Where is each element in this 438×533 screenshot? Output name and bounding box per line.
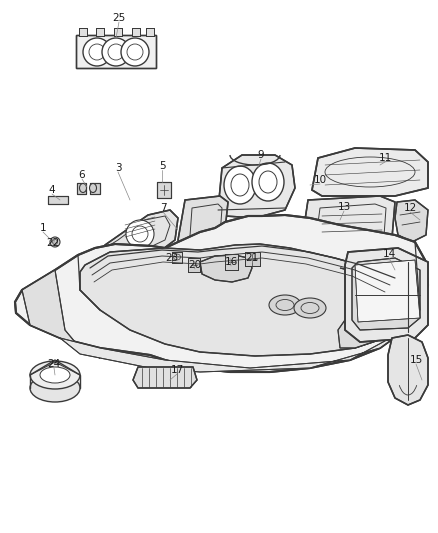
Text: 17: 17 xyxy=(170,365,184,375)
Text: 10: 10 xyxy=(314,175,327,185)
Polygon shape xyxy=(388,335,428,405)
Text: 12: 12 xyxy=(403,203,417,213)
Text: 15: 15 xyxy=(410,355,423,365)
Polygon shape xyxy=(114,28,122,36)
Polygon shape xyxy=(225,254,238,270)
Text: 21: 21 xyxy=(245,253,258,263)
Circle shape xyxy=(50,237,60,247)
Text: 4: 4 xyxy=(49,185,55,195)
Text: 13: 13 xyxy=(337,202,351,212)
Polygon shape xyxy=(178,196,228,248)
Circle shape xyxy=(121,38,149,66)
Polygon shape xyxy=(15,215,428,372)
Polygon shape xyxy=(157,182,171,198)
Polygon shape xyxy=(133,367,197,388)
Ellipse shape xyxy=(80,183,86,192)
Polygon shape xyxy=(90,183,100,194)
Ellipse shape xyxy=(294,298,326,318)
Polygon shape xyxy=(395,200,428,242)
Text: 9: 9 xyxy=(258,150,264,160)
Ellipse shape xyxy=(30,374,80,402)
Polygon shape xyxy=(132,28,140,36)
Polygon shape xyxy=(76,35,156,68)
Text: 3: 3 xyxy=(115,163,121,173)
Ellipse shape xyxy=(252,163,284,201)
Polygon shape xyxy=(302,196,395,246)
Ellipse shape xyxy=(224,166,256,204)
Polygon shape xyxy=(245,252,260,266)
Polygon shape xyxy=(345,248,428,342)
Text: 22: 22 xyxy=(46,238,60,248)
Polygon shape xyxy=(60,330,405,372)
Polygon shape xyxy=(22,270,100,358)
Text: 25: 25 xyxy=(113,13,126,23)
Circle shape xyxy=(102,38,130,66)
Polygon shape xyxy=(77,183,86,194)
Circle shape xyxy=(126,220,154,248)
Text: 16: 16 xyxy=(224,257,238,267)
Polygon shape xyxy=(100,210,178,258)
Text: 11: 11 xyxy=(378,153,392,163)
Ellipse shape xyxy=(40,367,70,383)
Polygon shape xyxy=(312,148,428,196)
Circle shape xyxy=(83,38,111,66)
Polygon shape xyxy=(146,28,154,36)
Polygon shape xyxy=(80,244,408,356)
Polygon shape xyxy=(172,252,182,263)
Polygon shape xyxy=(48,196,68,204)
Text: 6: 6 xyxy=(79,170,85,180)
Polygon shape xyxy=(218,155,295,218)
Polygon shape xyxy=(200,255,252,282)
Polygon shape xyxy=(188,258,200,272)
Polygon shape xyxy=(352,258,420,330)
Ellipse shape xyxy=(89,183,96,192)
Text: 14: 14 xyxy=(382,249,396,259)
Polygon shape xyxy=(355,260,420,322)
Text: 7: 7 xyxy=(160,203,166,213)
Polygon shape xyxy=(79,28,87,36)
Text: 23: 23 xyxy=(166,253,179,263)
Polygon shape xyxy=(338,268,408,348)
Polygon shape xyxy=(96,28,104,36)
Text: 20: 20 xyxy=(188,260,201,270)
Ellipse shape xyxy=(269,295,301,315)
Ellipse shape xyxy=(30,361,80,389)
Text: 24: 24 xyxy=(47,359,60,369)
Text: 1: 1 xyxy=(40,223,46,233)
Text: 5: 5 xyxy=(159,161,165,171)
